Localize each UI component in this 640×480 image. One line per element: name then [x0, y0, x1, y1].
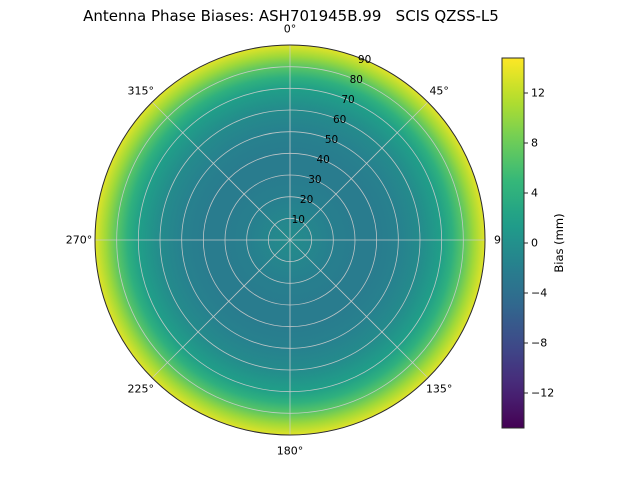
- colorbar: 12 8 4 0 −4 −8 −12: [501, 57, 554, 429]
- colorbar-label: Bias (mm): [552, 213, 566, 272]
- colorbar-tick-label: 4: [531, 187, 538, 200]
- r-tick-label: 10: [292, 214, 305, 226]
- colorbar-tick-label: 0: [531, 237, 538, 250]
- plot-outline: [94, 44, 486, 436]
- grid-spoke: [289, 239, 429, 379]
- grid-spoke: [151, 239, 291, 379]
- r-tick-label: 70: [341, 94, 354, 106]
- colorbar-tick-label: 8: [531, 137, 538, 150]
- polar-plot: 0° 45° 90 135° 180° 225° 270° 315° 10 20 30 40 50 60 7…: [66, 23, 508, 458]
- r-tick-label: 30: [308, 174, 321, 186]
- colorbar-tick-label: 12: [531, 87, 545, 100]
- r-tick-label: 20: [300, 194, 313, 206]
- r-tick-label: 90: [358, 54, 371, 66]
- grid-spoke: [151, 101, 291, 241]
- theta-tick-label: 315°: [128, 84, 155, 97]
- theta-tick-label: 45°: [429, 84, 449, 97]
- theta-tick-label: 225°: [128, 383, 155, 396]
- theta-tick-label: 270°: [66, 234, 93, 247]
- colorbar-tick-label: −12: [531, 387, 554, 400]
- colorbar-gradient: [501, 57, 525, 429]
- theta-tick-label: 0°: [284, 23, 297, 36]
- r-tick-label: 50: [325, 134, 338, 146]
- r-tick-label: 80: [350, 74, 363, 86]
- r-tick-label: 60: [333, 114, 346, 126]
- r-tick-label: 40: [317, 154, 330, 166]
- colorbar-tick-label: −4: [531, 287, 547, 300]
- chart-title: Antenna Phase Biases: ASH701945B.99 SCIS…: [83, 7, 499, 25]
- theta-tick-label: 180°: [277, 445, 304, 458]
- colorbar-tick-label: −8: [531, 337, 547, 350]
- grid-spoke: [289, 101, 429, 241]
- theta-tick-label: 135°: [426, 383, 453, 396]
